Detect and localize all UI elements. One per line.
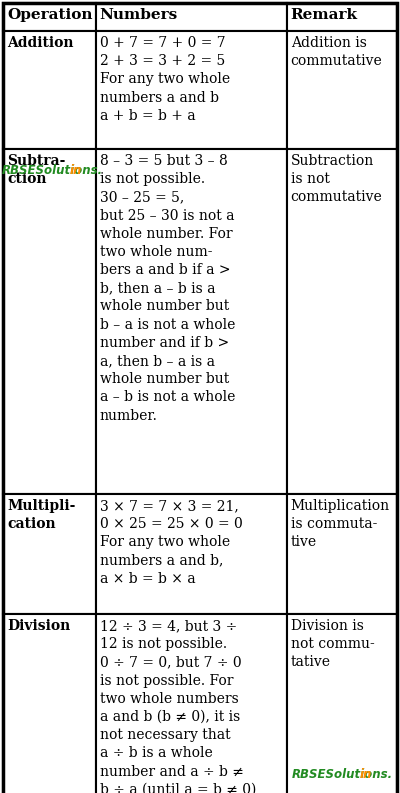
Bar [96,31,287,149]
Bar [287,494,397,614]
Text: 0 + 7 = 7 + 0 = 7
2 + 3 = 3 + 2 = 5
For any two whole
numbers a and b
a + b = b : 0 + 7 = 7 + 0 = 7 2 + 3 = 3 + 2 = 5 For … [100,36,230,123]
Bar [287,149,397,494]
Bar [287,614,397,793]
Bar [3,3,96,31]
Bar [96,614,287,793]
Text: Division: Division [7,619,70,633]
Text: Subtraction
is not
commutative: Subtraction is not commutative [291,154,382,205]
Text: Numbers: Numbers [100,8,178,22]
Text: 8 – 3 = 5 but 3 – 8
is not possible.
30 – 25 = 5,
but 25 – 30 is not a
whole num: 8 – 3 = 5 but 3 – 8 is not possible. 30 … [100,154,235,423]
Bar [3,31,96,149]
Text: Addition is
commutative: Addition is commutative [291,36,382,68]
Bar [96,149,287,494]
Text: Division is
not commu-
tative: Division is not commu- tative [291,619,374,669]
Text: in: in [360,768,372,781]
Bar [287,3,397,31]
Text: Subtra-
ction: Subtra- ction [7,154,65,186]
Bar [3,149,96,494]
Text: 12 ÷ 3 = 4, but 3 ÷
12 is not possible.
0 ÷ 7 = 0, but 7 ÷ 0
is not possible. Fo: 12 ÷ 3 = 4, but 3 ÷ 12 is not possible. … [100,619,256,793]
Text: Addition: Addition [7,36,74,50]
Text: Operation: Operation [7,8,92,22]
Text: 3 × 7 = 7 × 3 = 21,
0 × 25 = 25 × 0 = 0
For any two whole
numbers a and b,
a × b: 3 × 7 = 7 × 3 = 21, 0 × 25 = 25 × 0 = 0 … [100,499,242,586]
Text: RBSESolutions.: RBSESolutions. [292,768,393,781]
Bar [3,614,96,793]
Bar [96,494,287,614]
Text: Multiplication
is commuta-
tive: Multiplication is commuta- tive [291,499,390,550]
Text: in: in [70,163,82,177]
Bar [3,494,96,614]
Text: RBSESolutions.: RBSESolutions. [2,163,103,177]
Text: Multipli-
cation: Multipli- cation [7,499,75,531]
Text: Remark: Remark [291,8,358,22]
Bar [96,3,287,31]
Bar [287,31,397,149]
